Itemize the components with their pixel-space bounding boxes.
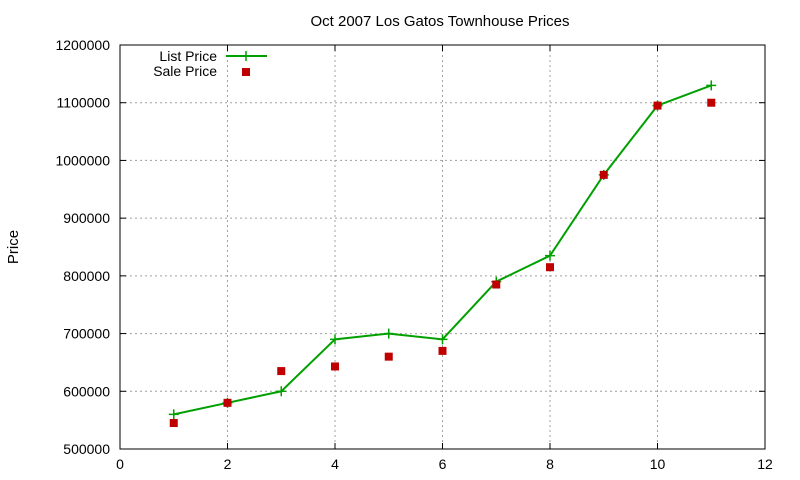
- axes: 0 2 4 6 8 10 12 500000 600000 700000 800000 900000 1…: [55, 37, 773, 472]
- sale-price-point: [331, 362, 339, 371]
- list-price-point: [706, 80, 717, 91]
- sale-price-point: [546, 263, 554, 272]
- sale-price-point: [653, 101, 662, 110]
- y-tick-label: 1100000: [57, 95, 111, 111]
- legend-marker-sale-price: [242, 68, 250, 76]
- sale-price-point: [599, 170, 608, 179]
- x-tick-label: 10: [650, 456, 666, 472]
- sale-price-point: [277, 367, 286, 376]
- y-tick-label: 800000: [63, 268, 110, 284]
- list-price-point: [276, 386, 287, 397]
- y-tick-label: 1200000: [55, 37, 110, 53]
- x-tick-label: 12: [757, 456, 773, 472]
- sale-price-point: [384, 352, 393, 361]
- sale-price-point: [438, 346, 447, 355]
- list-price-point: [437, 334, 448, 345]
- series-layer: [168, 80, 717, 428]
- y-tick-label: 600000: [63, 383, 110, 399]
- x-tick-label: 4: [331, 456, 339, 472]
- y-tick-label: 1000000: [55, 152, 110, 168]
- sale-price-point: [169, 419, 178, 428]
- list-price-point: [383, 328, 394, 339]
- legend-marker-list-price: [241, 51, 251, 61]
- y-tick-label: 700000: [63, 326, 110, 342]
- y-tick-label: 900000: [63, 210, 110, 226]
- y-tick-label: 500000: [63, 441, 110, 457]
- x-tick-label: 6: [439, 456, 447, 472]
- x-tick-label: 8: [546, 456, 554, 472]
- legend-label-sale-price: Sale Price: [153, 63, 217, 79]
- list-price-point: [545, 250, 555, 261]
- y-axis-label: Price: [5, 230, 22, 264]
- grid-lines: [120, 45, 765, 449]
- sale-price-point: [707, 98, 716, 107]
- x-tick-label: 0: [116, 456, 124, 472]
- list-price-point: [330, 334, 340, 345]
- x-tick-label: 2: [224, 456, 232, 472]
- sale-price-point: [223, 398, 232, 407]
- sale-price-point: [492, 280, 501, 289]
- legend-label-list-price: List Price: [159, 48, 217, 64]
- list-price-point: [168, 409, 179, 420]
- chart-title: Oct 2007 Los Gatos Townhouse Prices: [310, 13, 569, 30]
